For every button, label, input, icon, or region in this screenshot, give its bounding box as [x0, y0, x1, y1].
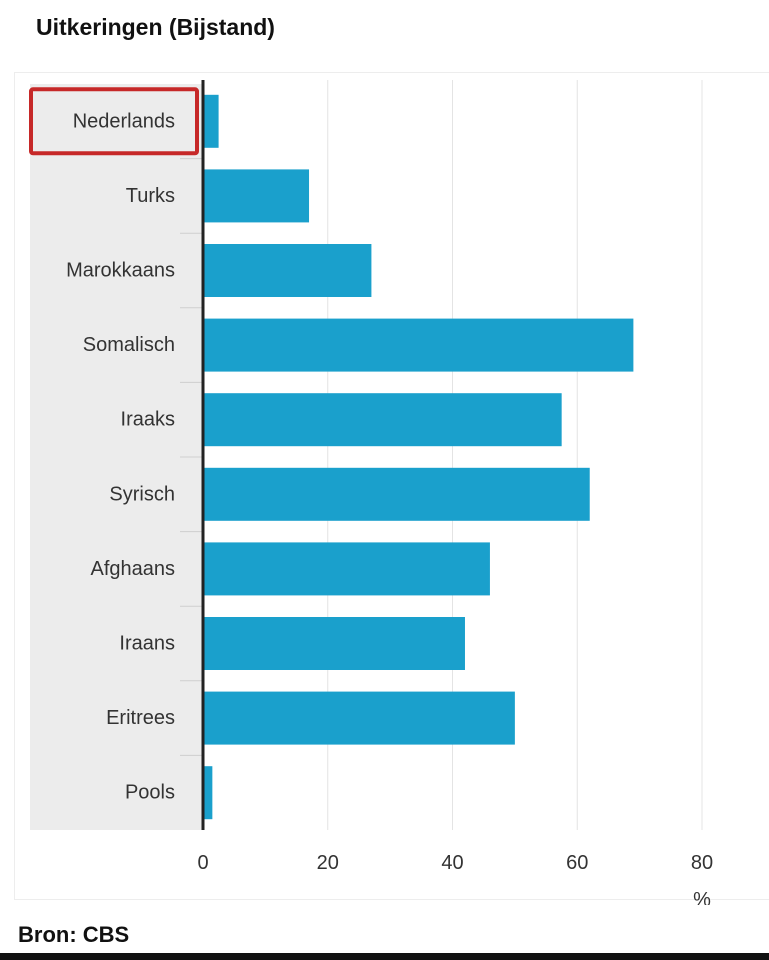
chart-title: Uitkeringen (Bijstand) [36, 14, 275, 40]
x-axis-label: % [693, 889, 711, 905]
category-label: Afghaans [90, 558, 175, 580]
category-label: Pools [125, 782, 175, 804]
highlight-box [29, 87, 199, 156]
bar [203, 318, 634, 372]
bar [203, 542, 490, 596]
x-tick-label: 40 [441, 852, 463, 874]
bar [203, 467, 590, 521]
category-label: Nederlands [73, 110, 175, 132]
category-label: Turks [126, 185, 175, 207]
source-note: Bron: CBS [18, 922, 130, 947]
category-label: Iraans [119, 633, 175, 655]
bar [203, 766, 213, 820]
bar [203, 244, 372, 297]
bottom-rule [0, 953, 769, 960]
bar [203, 393, 562, 447]
x-tick-label: 20 [317, 852, 339, 874]
category-label: Eritrees [106, 707, 175, 729]
category-label: Marokkaans [66, 260, 175, 282]
bar-chart: Nederlands Turks Marokkaans Somalisch Iraaks… [29, 80, 713, 905]
bar [203, 94, 219, 148]
x-tick-label: 80 [691, 852, 713, 874]
x-tick-label: 0 [197, 852, 208, 874]
category-label-background [30, 84, 203, 830]
category-label: Somalisch [83, 334, 175, 356]
x-tick-label: 60 [566, 852, 588, 874]
bar [203, 617, 465, 670]
category-label: Syrisch [109, 483, 175, 505]
bar [203, 169, 310, 223]
category-label: Iraaks [121, 409, 175, 431]
bar [203, 691, 515, 745]
